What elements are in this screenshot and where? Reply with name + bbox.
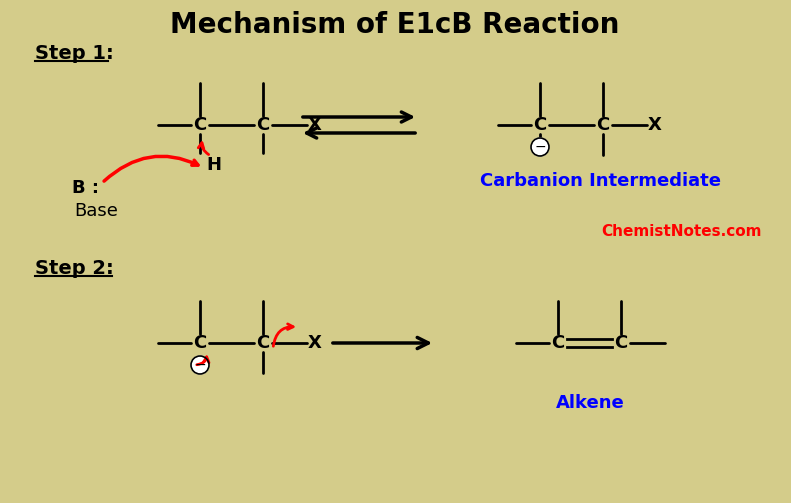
Text: Step 2:: Step 2: — [35, 259, 114, 278]
Text: C: C — [551, 334, 565, 352]
Text: −: − — [534, 140, 546, 154]
Circle shape — [531, 138, 549, 156]
Text: C: C — [256, 116, 270, 134]
Text: C: C — [193, 116, 206, 134]
Text: Carbanion Intermediate: Carbanion Intermediate — [479, 172, 721, 190]
Text: C: C — [533, 116, 547, 134]
Text: C: C — [596, 116, 610, 134]
Text: Alkene: Alkene — [555, 394, 624, 412]
Text: C: C — [193, 334, 206, 352]
Text: −: − — [194, 358, 206, 372]
Text: H: H — [206, 156, 221, 174]
Text: Step 1:: Step 1: — [35, 43, 114, 62]
Text: C: C — [615, 334, 627, 352]
Text: Mechanism of E1cB Reaction: Mechanism of E1cB Reaction — [170, 11, 619, 39]
Text: C: C — [256, 334, 270, 352]
Text: Base: Base — [74, 202, 118, 220]
Text: X: X — [308, 334, 322, 352]
Circle shape — [191, 356, 209, 374]
Text: ChemistNotes.com: ChemistNotes.com — [601, 223, 762, 238]
Text: X: X — [648, 116, 662, 134]
Text: B :: B : — [72, 179, 99, 197]
Text: X: X — [308, 116, 322, 134]
